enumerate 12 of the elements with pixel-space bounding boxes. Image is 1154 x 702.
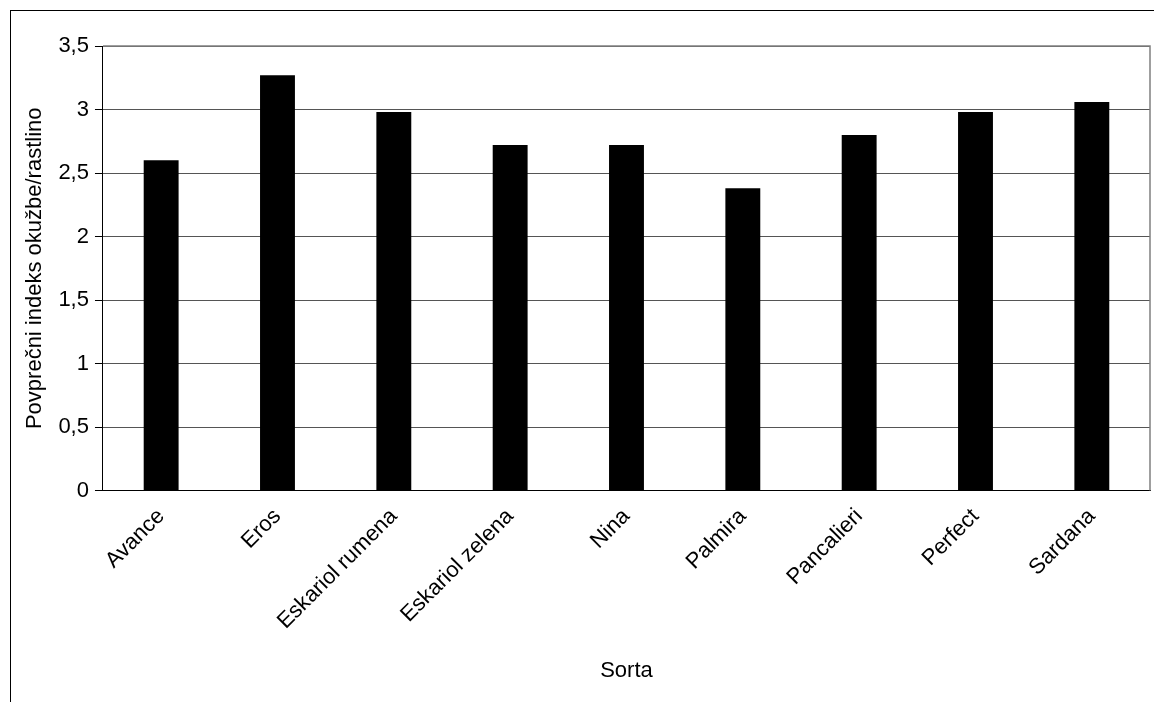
y-tick-label: 2,5: [58, 159, 89, 185]
y-tick-label: 3,5: [58, 32, 89, 58]
x-tick-label: Nina: [584, 502, 635, 553]
y-tick-label: 3: [76, 95, 89, 121]
y-tick-label: 0,5: [58, 413, 89, 439]
y-tick-label: 0: [76, 476, 89, 502]
y-tick-label: 1,5: [58, 286, 89, 312]
y-tick-label: 2: [76, 222, 89, 248]
x-axis-title: Sorta: [600, 656, 654, 682]
x-tick-label: Eros: [235, 503, 286, 553]
y-tick-label: 1: [76, 349, 89, 375]
y-axis-title: Povprečni indeks okužbe/rastlino: [21, 107, 47, 430]
